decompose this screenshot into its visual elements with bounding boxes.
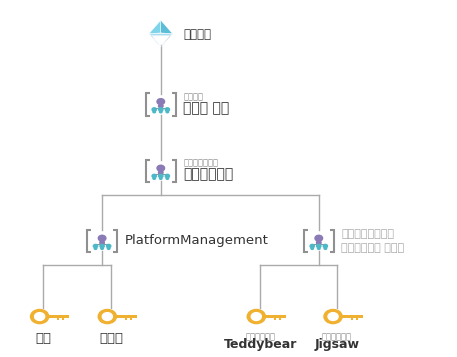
Circle shape (153, 177, 155, 179)
Circle shape (310, 245, 314, 248)
Circle shape (159, 177, 162, 179)
Text: プロジェクト: プロジェクト (245, 332, 275, 341)
Text: Teddybear: Teddybear (223, 338, 297, 351)
Circle shape (317, 241, 321, 245)
Circle shape (100, 241, 104, 245)
Circle shape (100, 245, 104, 248)
Circle shape (98, 310, 117, 323)
Circle shape (251, 313, 261, 321)
Circle shape (159, 104, 163, 108)
Bar (57, 318, 59, 320)
Text: PlatformManagement: PlatformManagement (125, 235, 269, 247)
Polygon shape (161, 20, 173, 34)
Circle shape (159, 111, 162, 113)
Circle shape (165, 174, 170, 178)
Circle shape (107, 247, 110, 250)
Circle shape (159, 174, 163, 178)
Bar (356, 318, 358, 320)
Bar (341, 315, 363, 318)
Circle shape (157, 99, 165, 105)
Circle shape (153, 111, 155, 113)
Circle shape (323, 245, 328, 248)
Circle shape (157, 165, 165, 171)
Text: 管理グループ: 管理グループ (183, 167, 234, 181)
Circle shape (311, 247, 314, 250)
Circle shape (318, 247, 320, 250)
Circle shape (315, 235, 323, 241)
Text: おもちゃ会社の: おもちゃ会社の (183, 159, 218, 168)
Circle shape (102, 313, 112, 321)
Bar (62, 318, 64, 320)
Circle shape (94, 247, 97, 250)
Circle shape (152, 108, 156, 111)
Bar (125, 318, 127, 320)
Bar (130, 318, 132, 320)
Circle shape (106, 245, 111, 248)
Circle shape (324, 247, 327, 250)
Circle shape (98, 235, 106, 241)
Text: テナント: テナント (183, 28, 211, 41)
Text: プロジェクト: プロジェクト (322, 332, 352, 341)
Polygon shape (161, 34, 173, 47)
Text: アプリケーション
ランディング ゾーン: アプリケーション ランディング ゾーン (341, 229, 404, 252)
Text: 接続性: 接続性 (99, 332, 123, 345)
Bar (115, 315, 137, 318)
Polygon shape (149, 34, 173, 36)
Bar (351, 318, 353, 320)
Text: グループ: グループ (183, 92, 203, 101)
Bar (279, 318, 281, 320)
Text: 管理: 管理 (35, 332, 51, 345)
Polygon shape (149, 20, 161, 34)
Circle shape (93, 245, 98, 248)
Circle shape (159, 171, 163, 174)
Circle shape (31, 310, 49, 323)
Circle shape (328, 313, 338, 321)
Circle shape (35, 313, 45, 321)
Bar (48, 315, 69, 318)
Circle shape (247, 310, 266, 323)
Bar (264, 315, 286, 318)
Circle shape (166, 177, 169, 179)
Polygon shape (149, 34, 161, 47)
Text: ルート 管理: ルート 管理 (183, 101, 229, 115)
Bar (274, 318, 276, 320)
Circle shape (152, 174, 156, 178)
Text: Jigsaw: Jigsaw (314, 338, 359, 351)
Circle shape (101, 247, 103, 250)
Circle shape (159, 108, 163, 111)
Circle shape (317, 245, 321, 248)
Circle shape (165, 108, 170, 111)
Circle shape (166, 111, 169, 113)
Circle shape (324, 310, 342, 323)
